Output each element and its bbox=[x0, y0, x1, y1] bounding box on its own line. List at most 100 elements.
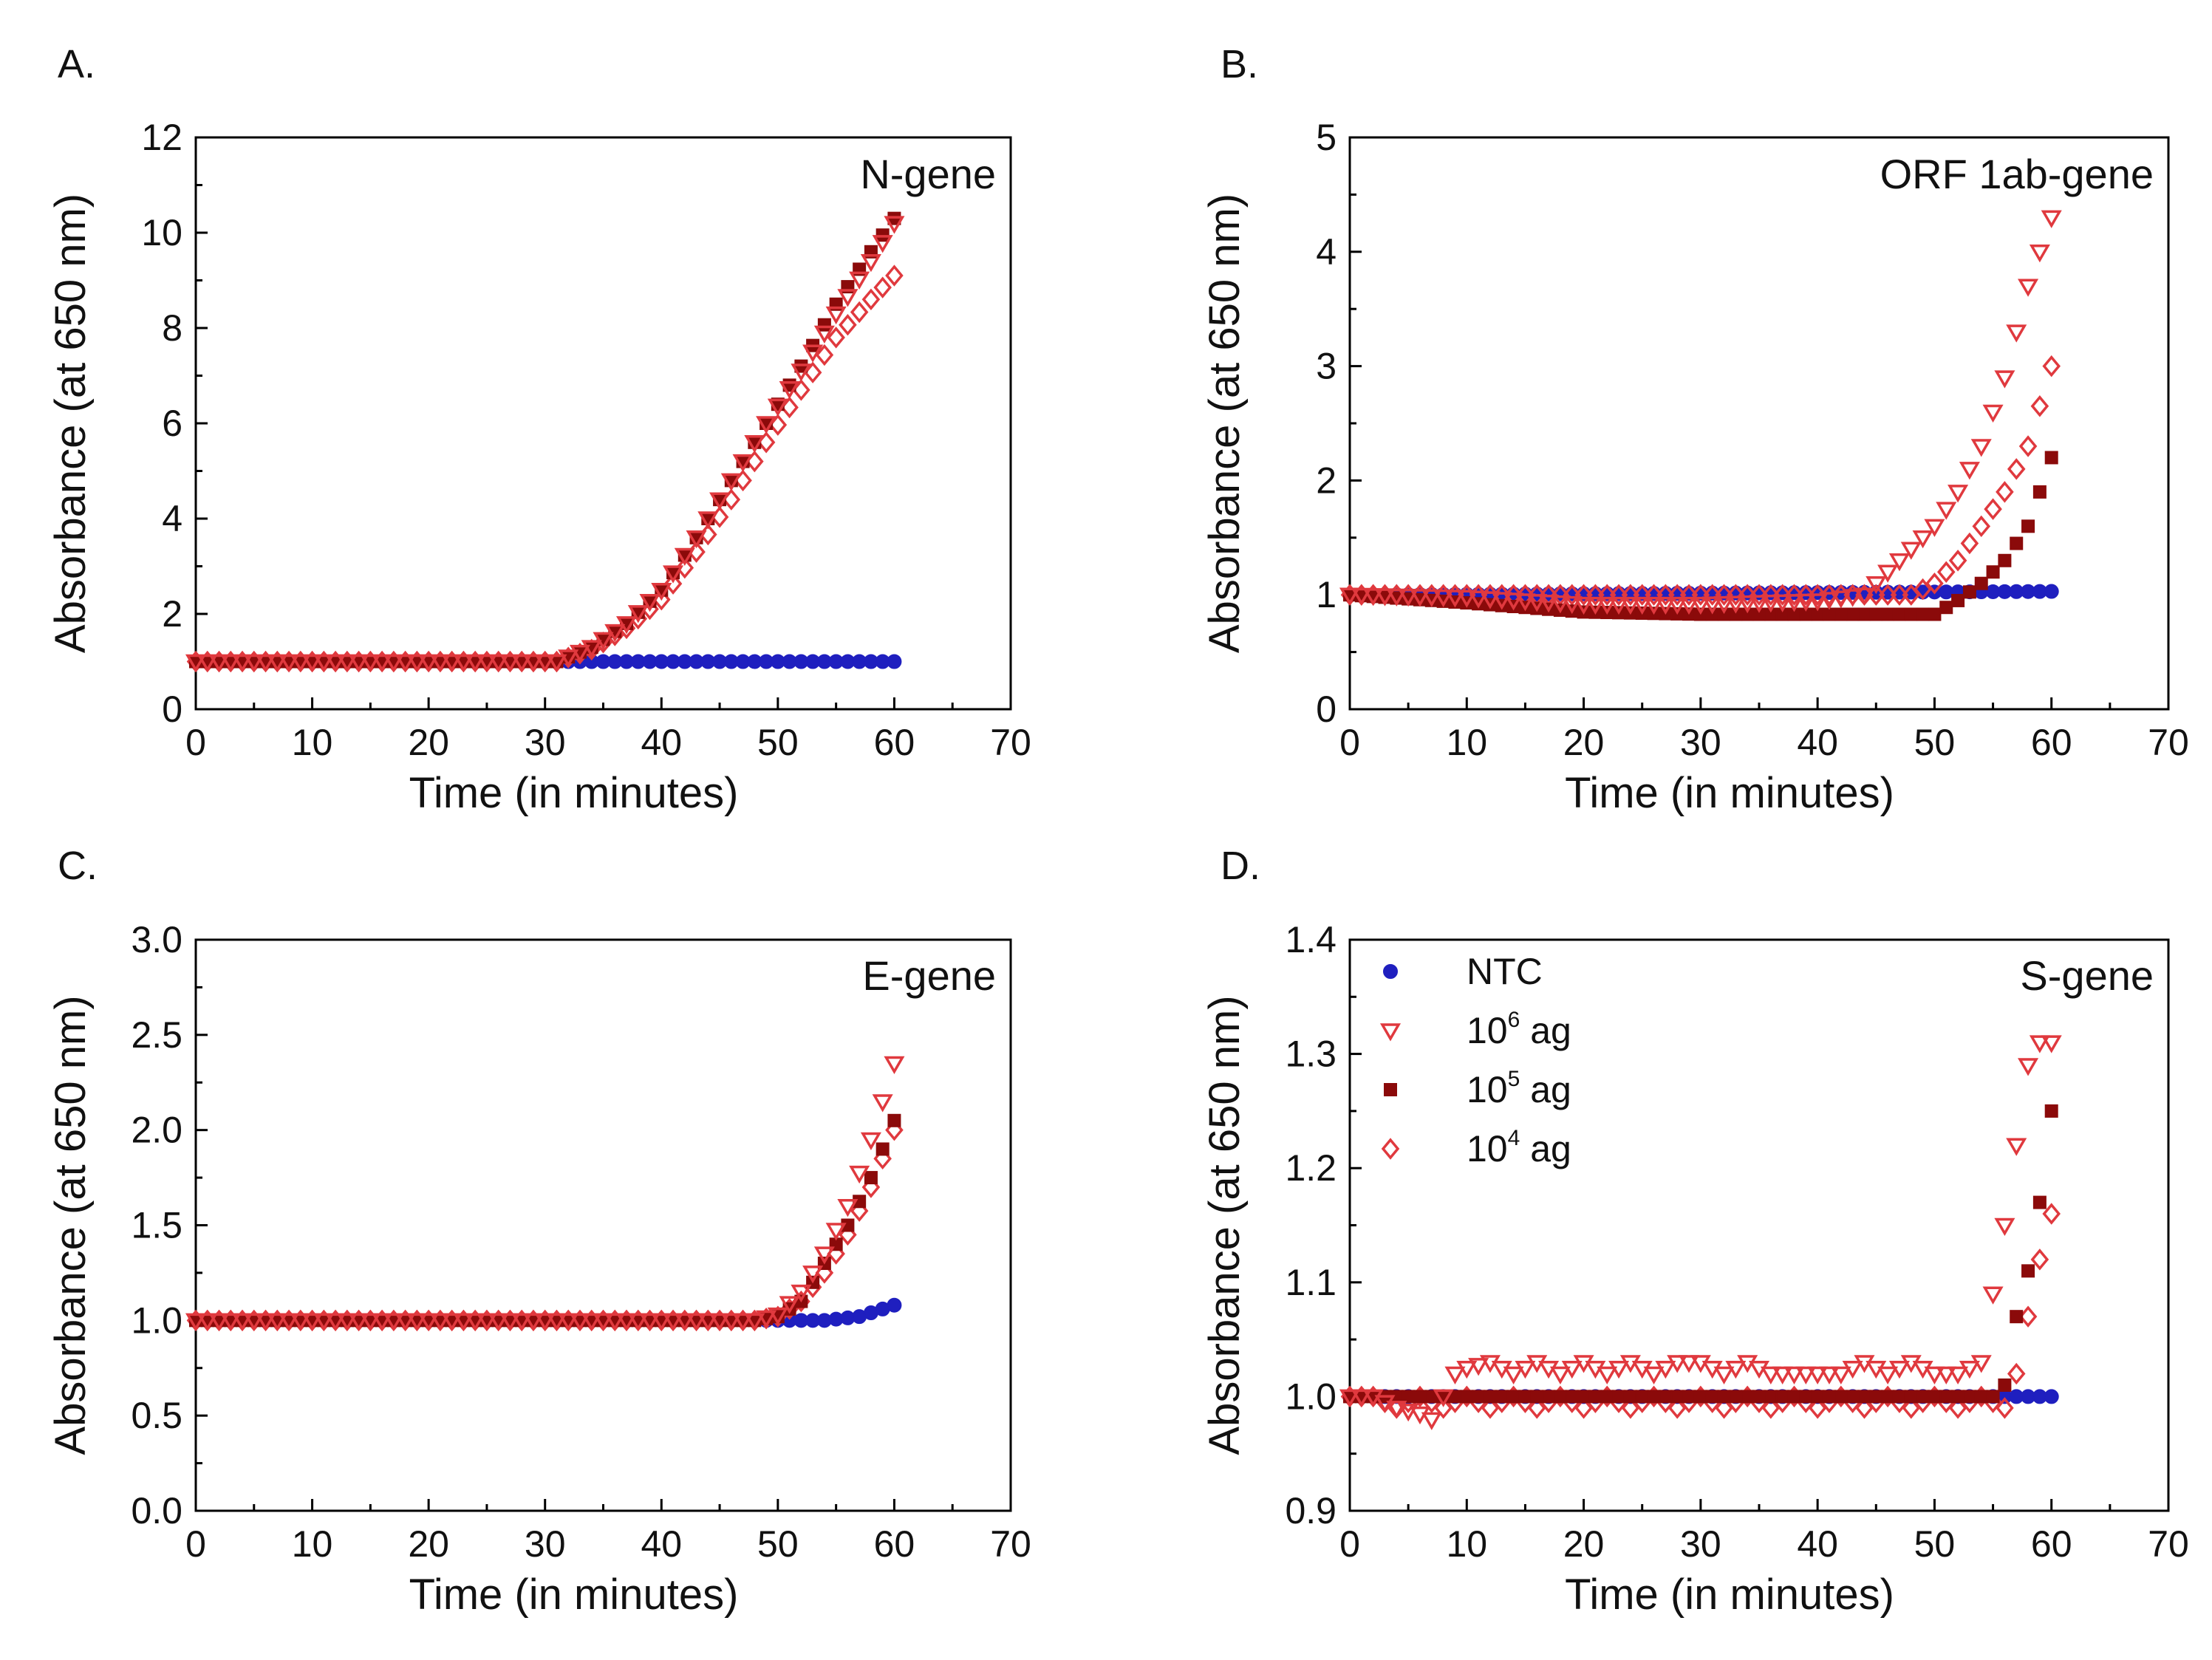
data-point bbox=[325, 1313, 347, 1331]
data-point bbox=[1900, 542, 1922, 560]
data-point bbox=[837, 289, 858, 307]
data-point bbox=[1799, 1390, 1813, 1404]
legend-label-e4: 104 ag bbox=[1467, 1126, 1571, 1169]
data-point bbox=[709, 1313, 731, 1331]
data-point bbox=[1729, 1390, 1743, 1404]
data-point bbox=[860, 253, 881, 273]
data-point bbox=[499, 1313, 521, 1331]
data-point bbox=[267, 654, 288, 672]
panel-letter: A. bbox=[58, 42, 95, 86]
data-point bbox=[1659, 1390, 1673, 1404]
data-point bbox=[476, 1313, 497, 1331]
data-point bbox=[697, 511, 719, 530]
data-point bbox=[1444, 590, 1466, 608]
x-tick-label: 0 bbox=[1339, 722, 1360, 763]
data-point bbox=[1713, 1366, 1735, 1384]
data-point bbox=[1577, 1390, 1591, 1404]
gene-label: N-gene bbox=[860, 151, 996, 197]
data-point bbox=[1585, 596, 1606, 615]
data-point bbox=[887, 1113, 901, 1127]
data-point bbox=[569, 644, 591, 663]
data-point bbox=[1515, 1361, 1536, 1379]
data-point bbox=[2032, 1195, 2047, 1209]
data-point bbox=[301, 1313, 323, 1331]
data-point bbox=[1725, 1361, 1747, 1379]
y-tick-label: 0 bbox=[162, 689, 182, 730]
y-tick-label: 3.0 bbox=[131, 919, 182, 960]
y-tick-label: 4 bbox=[1316, 231, 1337, 273]
data-point bbox=[1830, 1366, 1851, 1384]
data-point bbox=[1764, 1390, 1778, 1404]
data-point bbox=[1631, 596, 1653, 615]
data-point bbox=[627, 605, 649, 624]
data-point bbox=[1785, 584, 1803, 606]
data-point bbox=[815, 344, 834, 366]
data-point bbox=[1351, 1389, 1372, 1407]
data-point bbox=[1495, 1390, 1509, 1404]
plot-frame bbox=[1348, 136, 2170, 711]
data-point bbox=[1693, 1390, 1707, 1404]
data-point bbox=[231, 1313, 253, 1331]
data-point bbox=[1962, 585, 1976, 599]
data-point bbox=[1705, 1390, 1719, 1404]
legend-marker-e5 bbox=[1384, 1083, 1397, 1096]
data-point bbox=[779, 380, 800, 400]
data-point bbox=[732, 1313, 754, 1331]
legend-label-exponent: 5 bbox=[1508, 1067, 1520, 1091]
series-e5 bbox=[189, 1113, 901, 1328]
data-point bbox=[1962, 1390, 1976, 1404]
legend-marker-e6 bbox=[1379, 1023, 1402, 1042]
data-point bbox=[1752, 1390, 1766, 1404]
gene-label: E-gene bbox=[862, 952, 996, 999]
legend-label-exponent: 6 bbox=[1508, 1008, 1520, 1032]
data-point bbox=[1775, 1390, 1789, 1404]
data-point bbox=[1773, 584, 1792, 606]
data-point bbox=[255, 654, 276, 672]
data-point bbox=[1959, 462, 1980, 480]
panel-letter: D. bbox=[1221, 844, 1260, 888]
data-point bbox=[1878, 584, 1897, 606]
data-point bbox=[1506, 1390, 1520, 1404]
data-point bbox=[1621, 584, 1640, 606]
data-point bbox=[2044, 1104, 2058, 1118]
x-tick-label: 10 bbox=[292, 1523, 333, 1565]
gene-label: ORF 1ab-gene bbox=[1880, 151, 2154, 197]
data-point bbox=[1597, 1366, 1618, 1384]
panel-letter: C. bbox=[58, 844, 98, 888]
data-point bbox=[1725, 595, 1747, 614]
data-point bbox=[1386, 588, 1407, 607]
data-point bbox=[1795, 1366, 1817, 1384]
data-point bbox=[1928, 607, 1942, 621]
data-point bbox=[1998, 553, 2012, 567]
data-point bbox=[336, 1313, 358, 1331]
data-point bbox=[1503, 592, 1524, 611]
data-point bbox=[1542, 1390, 1556, 1404]
x-tick-label: 40 bbox=[641, 1523, 682, 1565]
data-point bbox=[1982, 404, 2004, 423]
data-point bbox=[220, 654, 242, 672]
data-point bbox=[1822, 1390, 1836, 1404]
data-point bbox=[441, 1313, 462, 1331]
y-tick-label: 1.2 bbox=[1285, 1147, 1337, 1189]
x-tick-label: 70 bbox=[990, 722, 1031, 763]
y-tick-label: 1.1 bbox=[1285, 1262, 1337, 1303]
data-point bbox=[884, 216, 905, 234]
data-point bbox=[1939, 601, 1953, 615]
data-point bbox=[1854, 587, 1875, 606]
x-axis-title: Time (in minutes) bbox=[1565, 1571, 1894, 1619]
y-tick-label: 8 bbox=[162, 307, 182, 349]
data-point bbox=[441, 654, 462, 672]
data-point bbox=[534, 1313, 556, 1331]
data-point bbox=[1667, 584, 1687, 606]
data-point bbox=[1948, 1366, 1969, 1384]
data-point bbox=[709, 492, 731, 510]
data-point bbox=[817, 318, 831, 332]
data-point bbox=[2018, 435, 2038, 457]
x-tick-label: 10 bbox=[292, 722, 333, 763]
data-point bbox=[1609, 584, 1628, 606]
data-point bbox=[1549, 595, 1571, 614]
y-tick-label: 5 bbox=[1316, 117, 1337, 158]
data-point bbox=[1515, 593, 1536, 612]
